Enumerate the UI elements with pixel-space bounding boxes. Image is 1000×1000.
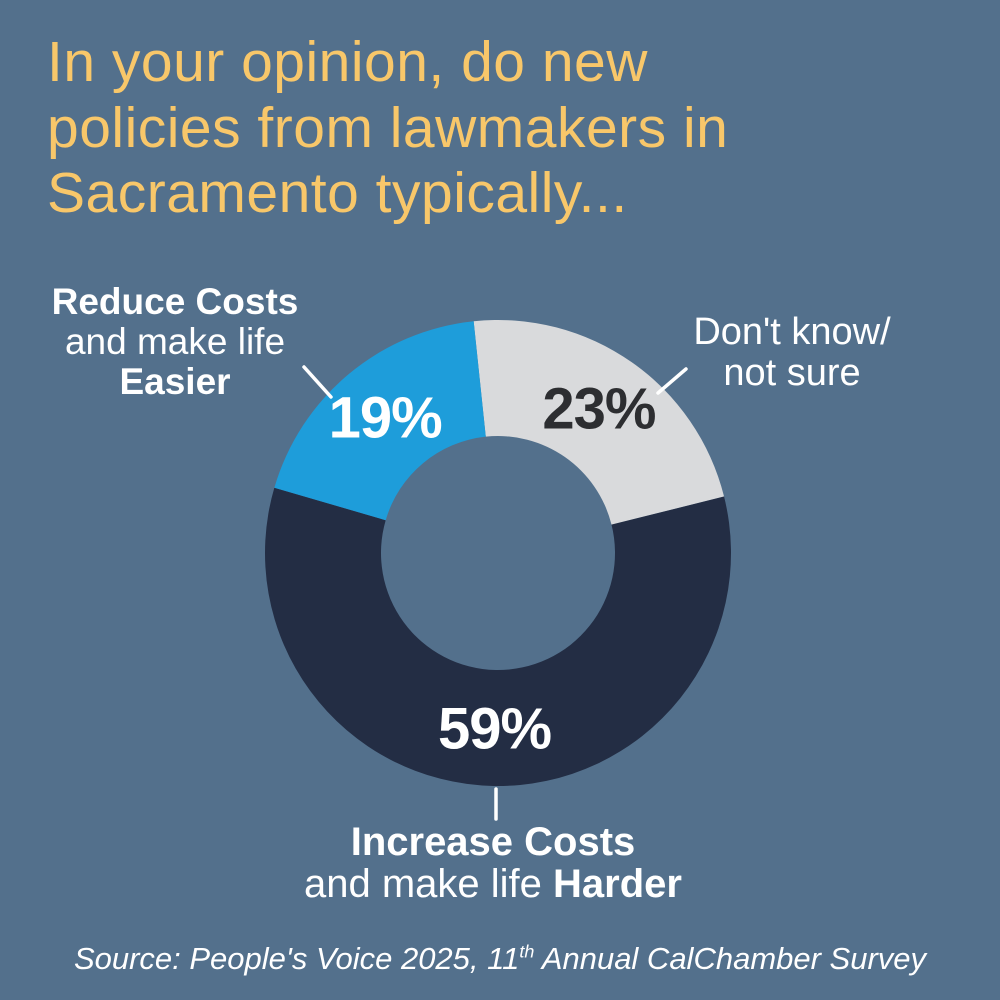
segment-value-label-reduce-costs: 19% (328, 385, 443, 451)
segment-label-reduce-line2: and make life (64, 321, 286, 362)
segment-label-increase-line2-regular: and make life (304, 862, 554, 906)
source-prefix: Source: People's Voice 2025, 11 (73, 941, 520, 976)
leader-line-reduce-costs (302, 365, 333, 399)
segment-label-increase-costs: Increase Costs and make life Harder (273, 821, 713, 905)
segment-label-reduce-line3: Easier (119, 361, 231, 402)
donut-segment-1 (265, 487, 731, 786)
source-attribution: Source: People's Voice 2025, 11th Annual… (0, 941, 1000, 977)
donut-segment-0 (473, 320, 725, 525)
source-suffix: Annual CalChamber Survey (534, 941, 927, 976)
segment-label-dont-know: Don't know/ not sure (642, 312, 942, 394)
segment-value-label-dont-know: 23% (542, 376, 656, 442)
segment-label-reduce-line1: Reduce Costs (51, 281, 299, 322)
segment-label-increase-line2-bold: Harder (553, 862, 682, 906)
source-superscript: th (519, 941, 535, 962)
donut-segment-2 (274, 321, 486, 521)
leader-line-dont-know (656, 367, 688, 395)
segment-label-dont-know-line2: not sure (723, 352, 861, 394)
page-title: In your opinion, do new policies from la… (47, 30, 729, 226)
segment-label-increase-line1: Increase Costs (350, 820, 636, 864)
segment-label-increase-line2: and make life Harder (273, 863, 713, 905)
segment-label-reduce-costs: Reduce Costs and make life Easier (25, 282, 325, 402)
donut-segments (265, 320, 731, 786)
segment-label-dont-know-line1: Don't know/ (693, 311, 891, 353)
segment-value-label-increase-costs: 59% (437, 696, 552, 762)
